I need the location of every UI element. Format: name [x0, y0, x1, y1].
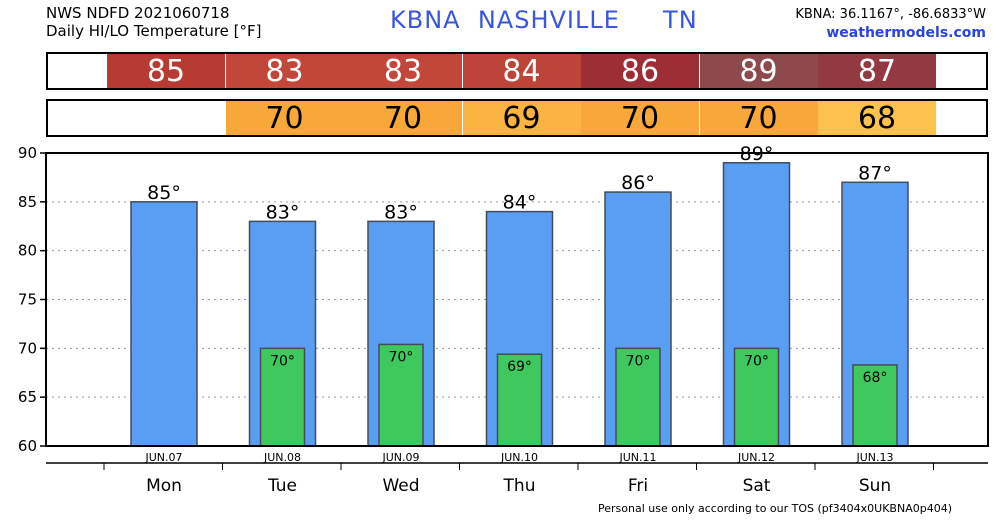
lo-bar — [259, 347, 306, 447]
day-label: Sat — [743, 476, 771, 496]
station-title: KBNA NASHVILLE TN — [390, 6, 698, 34]
day-label: Sun — [859, 476, 891, 496]
hi-cell-jun-08: 83 — [225, 54, 344, 89]
site-link[interactable]: weathermodels.com — [826, 25, 986, 41]
hi-cell-jun-07: 85 — [107, 54, 225, 89]
lo-cell-jun-12: 70 — [699, 101, 818, 136]
hi-cell-jun-09: 83 — [344, 54, 462, 89]
lo-bar-label: 70° — [389, 349, 414, 365]
y-tick-label: 65 — [18, 388, 37, 406]
y-tick-label: 80 — [18, 242, 37, 260]
lo-cell-jun-10: 69 — [462, 101, 581, 136]
lo-bar-label: 70° — [270, 353, 295, 369]
lo-temperature-strip: 70 70 69 70 70 68 — [46, 99, 988, 137]
y-tick-label: 90 — [18, 144, 37, 162]
lo-cell-jun-11: 70 — [581, 101, 699, 136]
lo-bar-label: 69° — [507, 359, 532, 375]
lo-bar — [378, 343, 424, 447]
header-right: KBNA: 36.1167°, -86.6833°W weathermodels… — [795, 5, 986, 43]
hi-cell-jun-11: 86 — [581, 54, 699, 89]
hi-cell-jun-12: 89 — [699, 54, 818, 89]
lo-bar — [496, 353, 543, 447]
y-tick-label: 70 — [18, 339, 37, 357]
header-left: NWS NDFD 2021060718 Daily HI/LO Temperat… — [46, 4, 262, 40]
station-coords: KBNA: 36.1167°, -86.6833°W — [795, 7, 986, 22]
date-label: JUN.08 — [263, 451, 301, 464]
day-label: Fri — [628, 476, 648, 496]
day-label: Tue — [267, 476, 297, 496]
day-label: Wed — [382, 476, 419, 496]
date-label: JUN.09 — [381, 451, 419, 464]
hi-bar-label: 83° — [266, 201, 300, 223]
hi-bar-label: 87° — [858, 162, 892, 184]
run-label: NWS NDFD 2021060718 — [46, 4, 230, 22]
y-tick-label: 75 — [18, 291, 37, 309]
footer-note: Personal use only according to our TOS (… — [598, 502, 952, 515]
day-label: Mon — [146, 476, 182, 496]
lo-bar — [733, 347, 780, 447]
hi-bar-label: 84° — [503, 192, 537, 214]
lo-bar-label: 68° — [863, 370, 888, 386]
date-label: JUN.11 — [618, 451, 656, 464]
lo-cell-jun-08: 70 — [225, 101, 344, 136]
hi-temperature-strip: 85 83 83 84 86 89 87 — [46, 52, 988, 90]
date-label: JUN.12 — [737, 451, 775, 464]
date-label: JUN.07 — [144, 451, 182, 464]
date-label: JUN.10 — [500, 451, 538, 464]
lo-bar-label: 70° — [626, 353, 651, 369]
lo-cell-jun-13: 68 — [818, 101, 936, 136]
lo-bar — [615, 347, 661, 447]
product-label: Daily HI/LO Temperature [°F] — [46, 22, 262, 40]
lo-cell-jun-07 — [107, 101, 225, 135]
lo-bar-label: 70° — [744, 353, 769, 369]
date-label: JUN.13 — [855, 451, 893, 464]
hi-cell-jun-13: 87 — [818, 54, 936, 89]
lo-cell-jun-09: 70 — [344, 101, 462, 136]
hi-bar-label: 83° — [384, 201, 418, 223]
day-label: Thu — [503, 476, 536, 496]
y-tick-label: 85 — [18, 193, 37, 211]
hi-cell-jun-10: 84 — [462, 54, 581, 89]
hi-bar-label: 85° — [147, 182, 181, 204]
y-tick-label: 60 — [18, 437, 37, 455]
hi-bar — [130, 201, 198, 447]
lo-bar — [852, 364, 898, 447]
hi-bar-label: 86° — [621, 172, 655, 194]
